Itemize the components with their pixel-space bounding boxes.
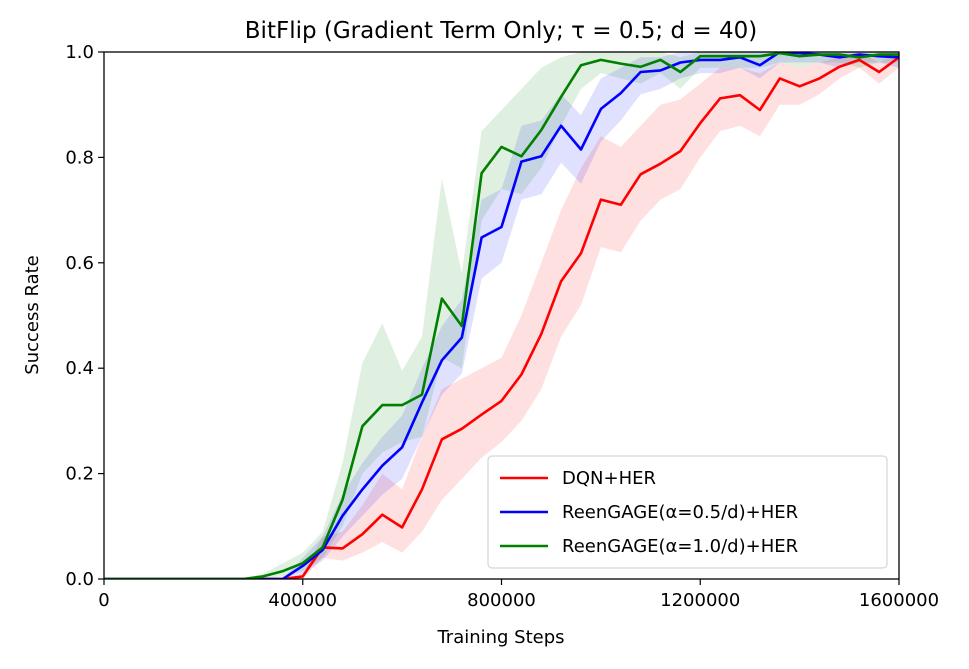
legend: DQN+HER ReenGAGE(α=0.5/d)+HER ReenGAGE(α=1… [487, 455, 888, 569]
legend-label: ReenGAGE(α=0.5/d)+HER [562, 502, 798, 523]
y-tick-label: 0.2 [65, 464, 94, 485]
series-lines [104, 52, 899, 579]
y-tick-label: 0.4 [65, 358, 94, 379]
confidence-bands [104, 52, 899, 579]
legend-box [487, 455, 888, 569]
x-axis-label: Training Steps [436, 627, 564, 648]
y-tick-label: 0.8 [65, 147, 94, 168]
x-tick-label: 1200000 [660, 590, 740, 611]
y-tick-label: 1.0 [65, 42, 94, 63]
series-line-dqn-her [104, 56, 899, 579]
y-tick-label: 0.0 [65, 569, 94, 590]
legend-label: ReenGAGE(α=1.0/d)+HER [562, 536, 798, 557]
y-tick-label: 0.6 [65, 253, 94, 274]
x-axis: 0 400000 800000 1200000 1600000 [98, 579, 939, 611]
y-axis: 0.0 0.2 0.4 0.6 0.8 1.0 [65, 42, 104, 590]
legend-label: DQN+HER [562, 468, 656, 489]
y-axis-label: Success Rate [22, 255, 43, 374]
x-tick-label: 400000 [268, 590, 337, 611]
x-tick-label: 800000 [467, 590, 536, 611]
x-tick-label: 0 [98, 590, 109, 611]
series-line-reengage-0-5-d-her [104, 52, 899, 579]
x-tick-label: 1600000 [859, 590, 939, 611]
band-reengage-1-0-d-her [104, 52, 899, 579]
chart-title: BitFlip (Gradient Term Only; τ = 0.5; d … [245, 18, 757, 44]
series-line-reengage-1-0-d-her [104, 52, 899, 579]
